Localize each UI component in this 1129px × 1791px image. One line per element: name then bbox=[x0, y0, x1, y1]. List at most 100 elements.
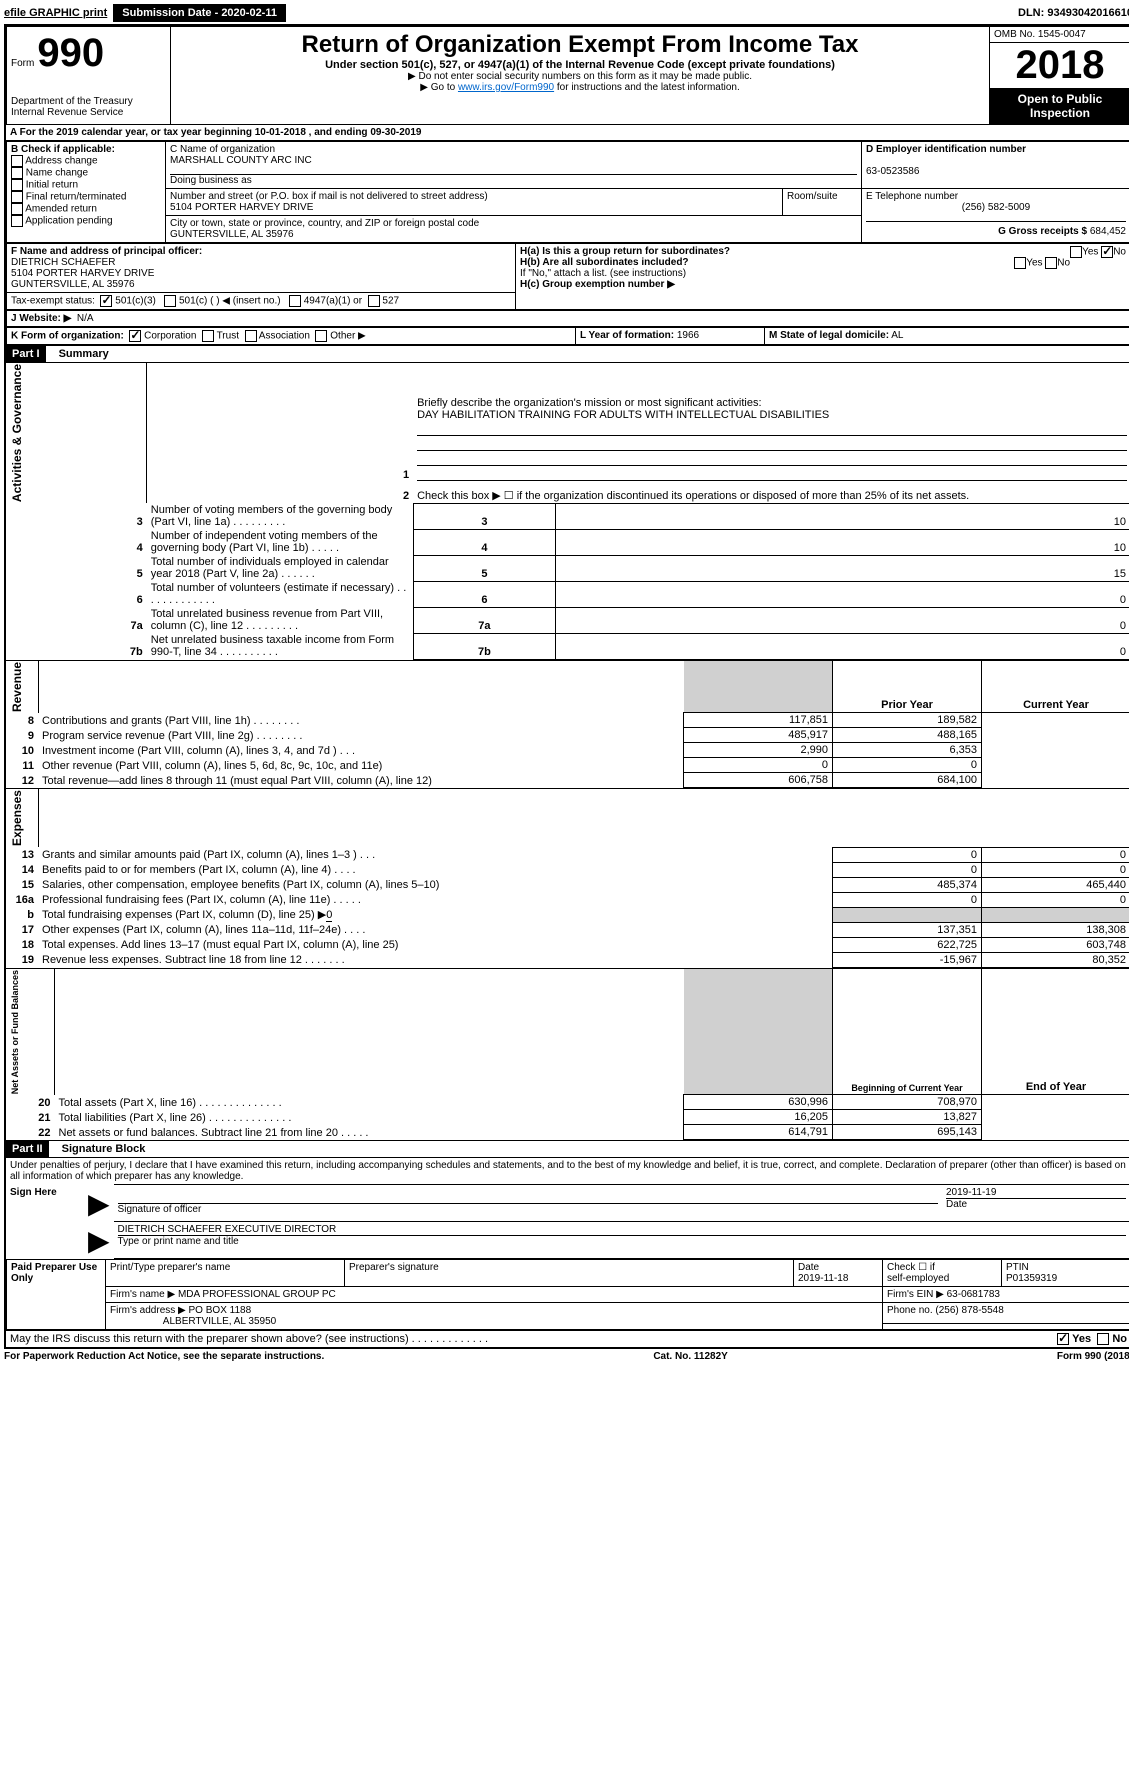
irs-link[interactable]: www.irs.gov/Form990 bbox=[458, 82, 554, 93]
line-k-label: K Form of organization: bbox=[11, 331, 124, 342]
part2-title: Signature Block bbox=[52, 1143, 146, 1155]
trust-check[interactable] bbox=[202, 330, 214, 342]
side-netassets: Net Assets or Fund Balances bbox=[10, 970, 20, 1094]
name-title-label: Type or print name and title bbox=[118, 1236, 239, 1247]
box-c-name-label: C Name of organization bbox=[170, 144, 275, 155]
line-l-label: L Year of formation: bbox=[580, 330, 674, 341]
footer-left: For Paperwork Reduction Act Notice, see … bbox=[4, 1351, 324, 1362]
side-expenses: Expenses bbox=[10, 790, 24, 846]
hb-no[interactable] bbox=[1045, 257, 1057, 269]
prep-phone: (256) 878-5548 bbox=[935, 1305, 1003, 1316]
gov-row: 4Number of independent voting members of… bbox=[6, 529, 1129, 555]
summary-row: 18Total expenses. Add lines 13–17 (must … bbox=[6, 937, 1129, 952]
box-g-label: G Gross receipts $ bbox=[998, 226, 1087, 237]
part1-governance: Activities & Governance 1 Briefly descri… bbox=[6, 363, 1129, 660]
phone-label: Phone no. bbox=[887, 1305, 933, 1316]
ha-no[interactable] bbox=[1101, 246, 1113, 258]
officer-name: DIETRICH SCHAEFER bbox=[11, 257, 115, 268]
year-formation: 1966 bbox=[677, 330, 699, 341]
curr-year-hdr: Current Year bbox=[982, 660, 1129, 713]
501c-check[interactable] bbox=[164, 295, 176, 307]
501c3-check[interactable] bbox=[100, 295, 112, 307]
summary-row: 19Revenue less expenses. Subtract line 1… bbox=[6, 952, 1129, 967]
box-d-label: D Employer identification number bbox=[866, 144, 1026, 155]
firm-ein-label: Firm's EIN ▶ bbox=[887, 1289, 944, 1300]
final-return-check[interactable] bbox=[11, 191, 23, 203]
gross-receipts: 684,452 bbox=[1090, 226, 1126, 237]
city-label: City or town, state or province, country… bbox=[170, 218, 479, 229]
part2-badge: Part II bbox=[6, 1141, 49, 1157]
officer-status-block: F Name and address of principal officer:… bbox=[6, 243, 1129, 310]
summary-row: 21Total liabilities (Part X, line 26) . … bbox=[6, 1110, 1129, 1125]
hb-yes[interactable] bbox=[1014, 257, 1026, 269]
amended-check[interactable] bbox=[11, 203, 23, 215]
summary-row: 9Program service revenue (Part VIII, lin… bbox=[6, 728, 1129, 743]
summary-row: 17Other expenses (Part IX, column (A), l… bbox=[6, 922, 1129, 937]
website-value: N/A bbox=[77, 313, 94, 324]
firm-name-label: Firm's name ▶ bbox=[110, 1289, 175, 1300]
name-change-check[interactable] bbox=[11, 167, 23, 179]
part1-badge: Part I bbox=[6, 346, 46, 362]
submission-date-btn[interactable]: Submission Date - 2020-02-11 bbox=[113, 4, 286, 22]
corp-check[interactable] bbox=[129, 330, 141, 342]
prep-date-label: Date bbox=[798, 1262, 819, 1273]
page-footer: For Paperwork Reduction Act Notice, see … bbox=[4, 1351, 1129, 1362]
summary-row: 22Net assets or fund balances. Subtract … bbox=[6, 1125, 1129, 1140]
part2-header: Part II Signature Block bbox=[6, 1140, 1129, 1158]
initial-return-check[interactable] bbox=[11, 179, 23, 191]
ptin: P01359319 bbox=[1006, 1273, 1057, 1284]
app-pending-check[interactable] bbox=[11, 215, 23, 227]
summary-row: 14Benefits paid to or for members (Part … bbox=[6, 862, 1129, 877]
discuss-text: May the IRS discuss this return with the… bbox=[10, 1333, 488, 1345]
prep-name-label: Print/Type preparer's name bbox=[110, 1262, 230, 1273]
form-container: Form 990 Department of the TreasuryInter… bbox=[4, 24, 1129, 1349]
tax-year: 2018 bbox=[990, 43, 1129, 88]
paid-label: Paid Preparer Use Only bbox=[7, 1260, 106, 1330]
line1-value: DAY HABILITATION TRAINING FOR ADULTS WIT… bbox=[417, 409, 829, 421]
discuss-yes[interactable] bbox=[1057, 1333, 1069, 1345]
footer-right: Form 990 (2018) bbox=[1057, 1351, 1129, 1362]
form-number: 990 bbox=[37, 31, 104, 75]
officer-addr1: 5104 PORTER HARVEY DRIVE bbox=[11, 268, 154, 279]
summary-row: 10Investment income (Part VIII, column (… bbox=[6, 743, 1129, 758]
summary-row: 13Grants and similar amounts paid (Part … bbox=[6, 847, 1129, 862]
summary-row: 16aProfessional fundraising fees (Part I… bbox=[6, 892, 1129, 907]
efile-link[interactable]: efile GRAPHIC print bbox=[4, 7, 107, 19]
box-e-label: E Telephone number bbox=[866, 191, 958, 202]
ptin-label: PTIN bbox=[1006, 1262, 1029, 1273]
discuss-row: May the IRS discuss this return with the… bbox=[6, 1330, 1129, 1347]
prior-year-hdr: Prior Year bbox=[833, 660, 982, 713]
527-check[interactable] bbox=[368, 295, 380, 307]
assoc-check[interactable] bbox=[245, 330, 257, 342]
line-m-label: M State of legal domicile: bbox=[769, 330, 889, 341]
paid-preparer-block: Paid Preparer Use Only Print/Type prepar… bbox=[6, 1259, 1129, 1330]
sig-date: 2019-11-19 bbox=[946, 1187, 1126, 1199]
other-check[interactable] bbox=[315, 330, 327, 342]
summary-row: 8Contributions and grants (Part VIII, li… bbox=[6, 713, 1129, 728]
4947-check[interactable] bbox=[289, 295, 301, 307]
header-block: Form 990 Department of the TreasuryInter… bbox=[6, 26, 1129, 125]
check-if: Check ☐ if bbox=[887, 1262, 935, 1273]
line2: Check this box ▶ ☐ if the organization d… bbox=[413, 482, 1129, 503]
discuss-no[interactable] bbox=[1097, 1333, 1109, 1345]
side-revenue: Revenue bbox=[10, 662, 24, 712]
gov-row: 6Total number of volunteers (estimate if… bbox=[6, 581, 1129, 607]
gov-row: 7bNet unrelated business taxable income … bbox=[6, 633, 1129, 659]
line1-label: Briefly describe the organization's miss… bbox=[417, 397, 761, 409]
gov-row: 7aTotal unrelated business revenue from … bbox=[6, 607, 1129, 633]
instr-1: ▶ Do not enter social security numbers o… bbox=[175, 71, 985, 82]
form-word: Form bbox=[11, 58, 34, 69]
part1-revenue: Revenue Prior Year Current Year 8Contrib… bbox=[6, 660, 1129, 789]
addr-change-check[interactable] bbox=[11, 155, 23, 167]
side-governance: Activities & Governance bbox=[10, 364, 24, 502]
city-value: GUNTERSVILLE, AL 35976 bbox=[170, 229, 294, 240]
firm-ein: 63-0681783 bbox=[947, 1289, 1000, 1300]
line-a: A For the 2019 calendar year, or tax yea… bbox=[6, 125, 1129, 141]
open-public-badge: Open to Public Inspection bbox=[990, 88, 1129, 124]
ha-yes[interactable] bbox=[1070, 246, 1082, 258]
prep-date: 2019-11-18 bbox=[798, 1273, 848, 1284]
addr-label: Number and street (or P.O. box if mail i… bbox=[170, 191, 488, 202]
perjury-text: Under penalties of perjury, I declare th… bbox=[6, 1158, 1129, 1184]
form-subtitle: Under section 501(c), 527, or 4947(a)(1)… bbox=[175, 59, 985, 71]
room-label: Room/suite bbox=[787, 191, 838, 202]
